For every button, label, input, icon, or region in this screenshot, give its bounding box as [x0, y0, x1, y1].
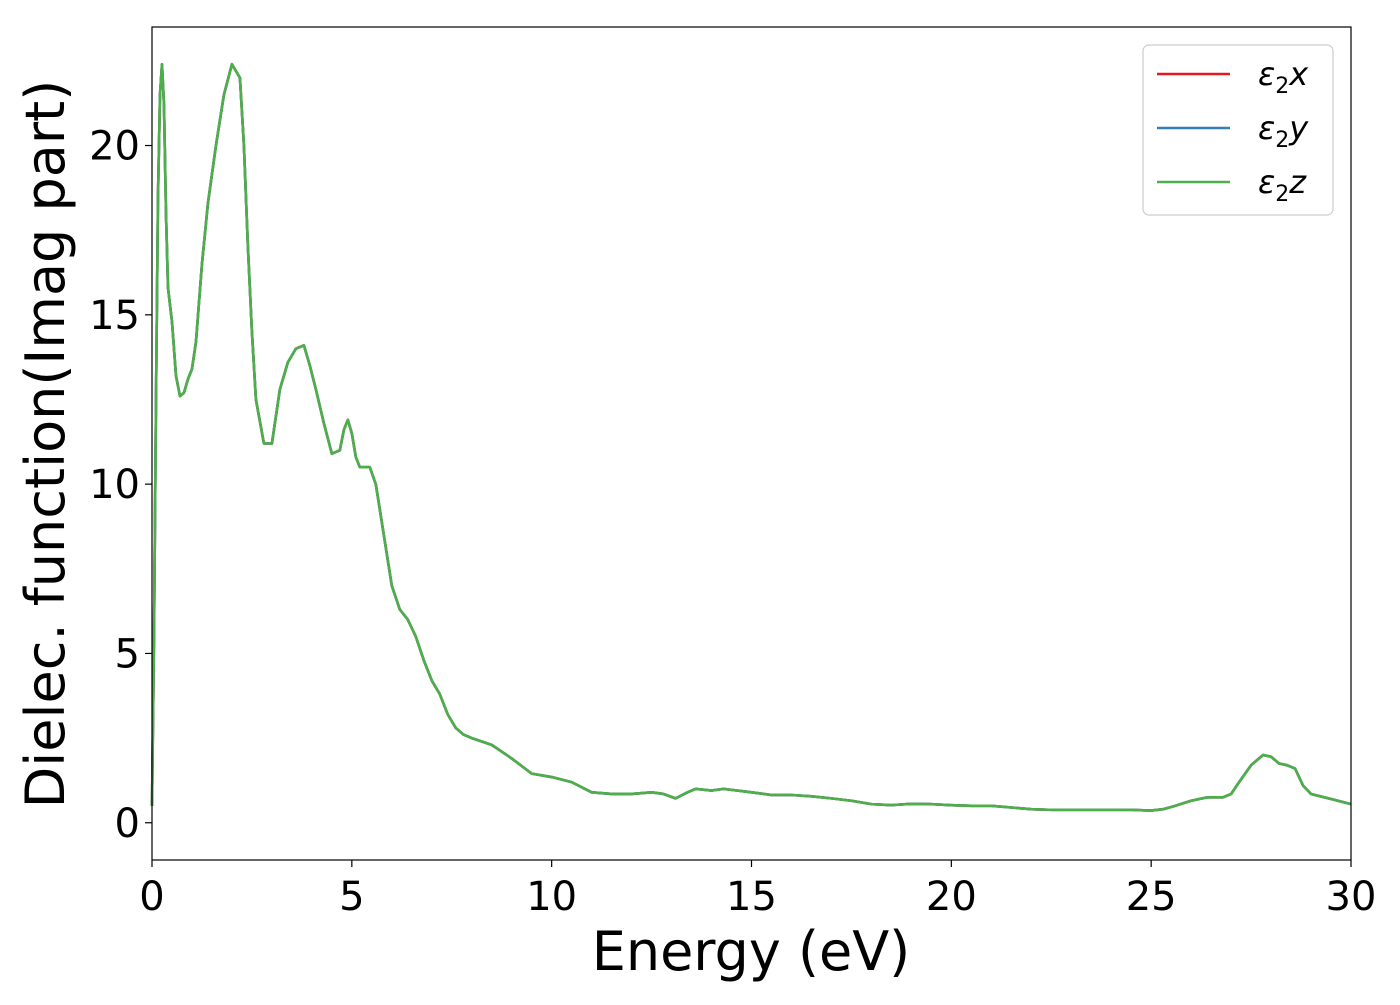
y-tick-label: 20: [89, 124, 140, 170]
x-tick-label: 5: [339, 874, 364, 920]
legend-entries: ε2x ε2y ε2z: [1157, 55, 1309, 207]
x-tick-label: 30: [1326, 874, 1377, 920]
x-tick-label: 25: [1126, 874, 1177, 920]
y-tick-label: 10: [89, 462, 140, 508]
tick-layer: 0 5 10 15 20 25 30 0 5 10 15 20: [89, 124, 1376, 920]
y-axis-label: Dielec. function(Imag part): [14, 80, 77, 809]
legend: ε2x ε2y ε2z: [1142, 44, 1334, 216]
x-tick-label: 15: [726, 874, 777, 920]
x-tick-label: 10: [526, 874, 577, 920]
series-layer: [150, 62, 1352, 812]
x-tick-label: 20: [926, 874, 977, 920]
legend-label: ε2y: [1258, 109, 1309, 153]
series-line-2: [150, 62, 1352, 812]
x-tick-label: 0: [139, 874, 164, 920]
y-tick-label: 5: [115, 631, 140, 677]
legend-box: [1142, 44, 1334, 216]
legend-label: ε2x: [1258, 55, 1309, 99]
x-axis-label: Energy (eV): [592, 920, 911, 983]
legend-label: ε2z: [1258, 163, 1307, 207]
y-tick-label: 15: [89, 293, 140, 339]
y-tick-label: 0: [115, 801, 140, 847]
